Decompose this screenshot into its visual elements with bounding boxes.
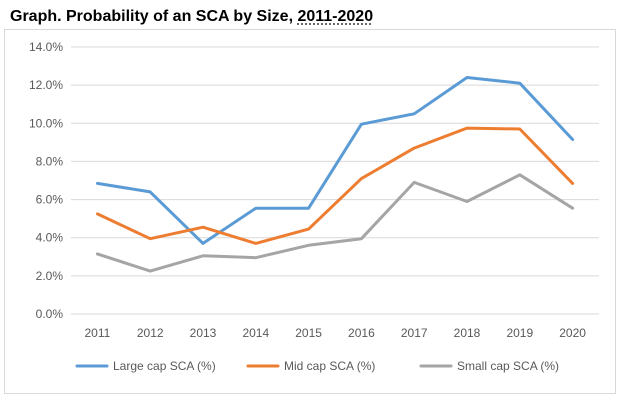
x-tick-label: 2012 [137,326,164,340]
x-tick-label: 2011 [84,326,110,340]
x-tick-label: 2013 [190,326,217,340]
y-tick-label: 12.0% [29,78,63,92]
title-prefix: Graph. Probability of an SCA by Size, [10,8,298,25]
x-tick-label: 2020 [559,326,586,340]
series-line [95,76,575,245]
x-tick-label: 2017 [401,326,428,340]
legend-label: Mid cap SCA (%) [284,359,375,373]
x-tick-label: 2015 [295,326,322,340]
y-tick-label: 10.0% [29,116,63,130]
y-tick-label: 8.0% [36,154,64,168]
page-title: Graph. Probability of an SCA by Size, 20… [10,8,373,26]
chart-frame: 0.0% 2.0% 4.0% 6.0% 8.0% 10.0% 12.0% 14.0% 2011 2… [4,29,616,394]
y-tick-label: 2.0% [36,269,64,283]
legend-label: Large cap SCA (%) [113,359,216,373]
line-chart: 0.0% 2.0% 4.0% 6.0% 8.0% 10.0% 12.0% 14.0% 2011 2… [29,40,599,373]
x-tick-label: 2016 [348,326,375,340]
y-tick-label: 4.0% [36,231,64,245]
x-tick-label: 2018 [454,326,481,340]
y-tick-label: 0.0% [36,307,64,321]
title-years: 2011-2020 [297,8,374,25]
y-tick-label: 14.0% [29,40,63,54]
y-tick-label: 6.0% [36,193,64,207]
x-tick-label: 2014 [242,326,269,340]
series-line [95,173,575,273]
legend-label: Small cap SCA (%) [457,359,559,373]
series-line [95,126,575,245]
x-tick-label: 2019 [506,326,533,340]
